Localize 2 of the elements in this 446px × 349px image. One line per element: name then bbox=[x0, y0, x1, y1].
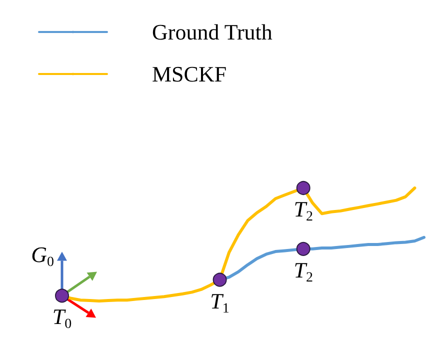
legend-label: Ground Truth bbox=[152, 20, 272, 44]
legend-label: MSCKF bbox=[152, 62, 227, 86]
